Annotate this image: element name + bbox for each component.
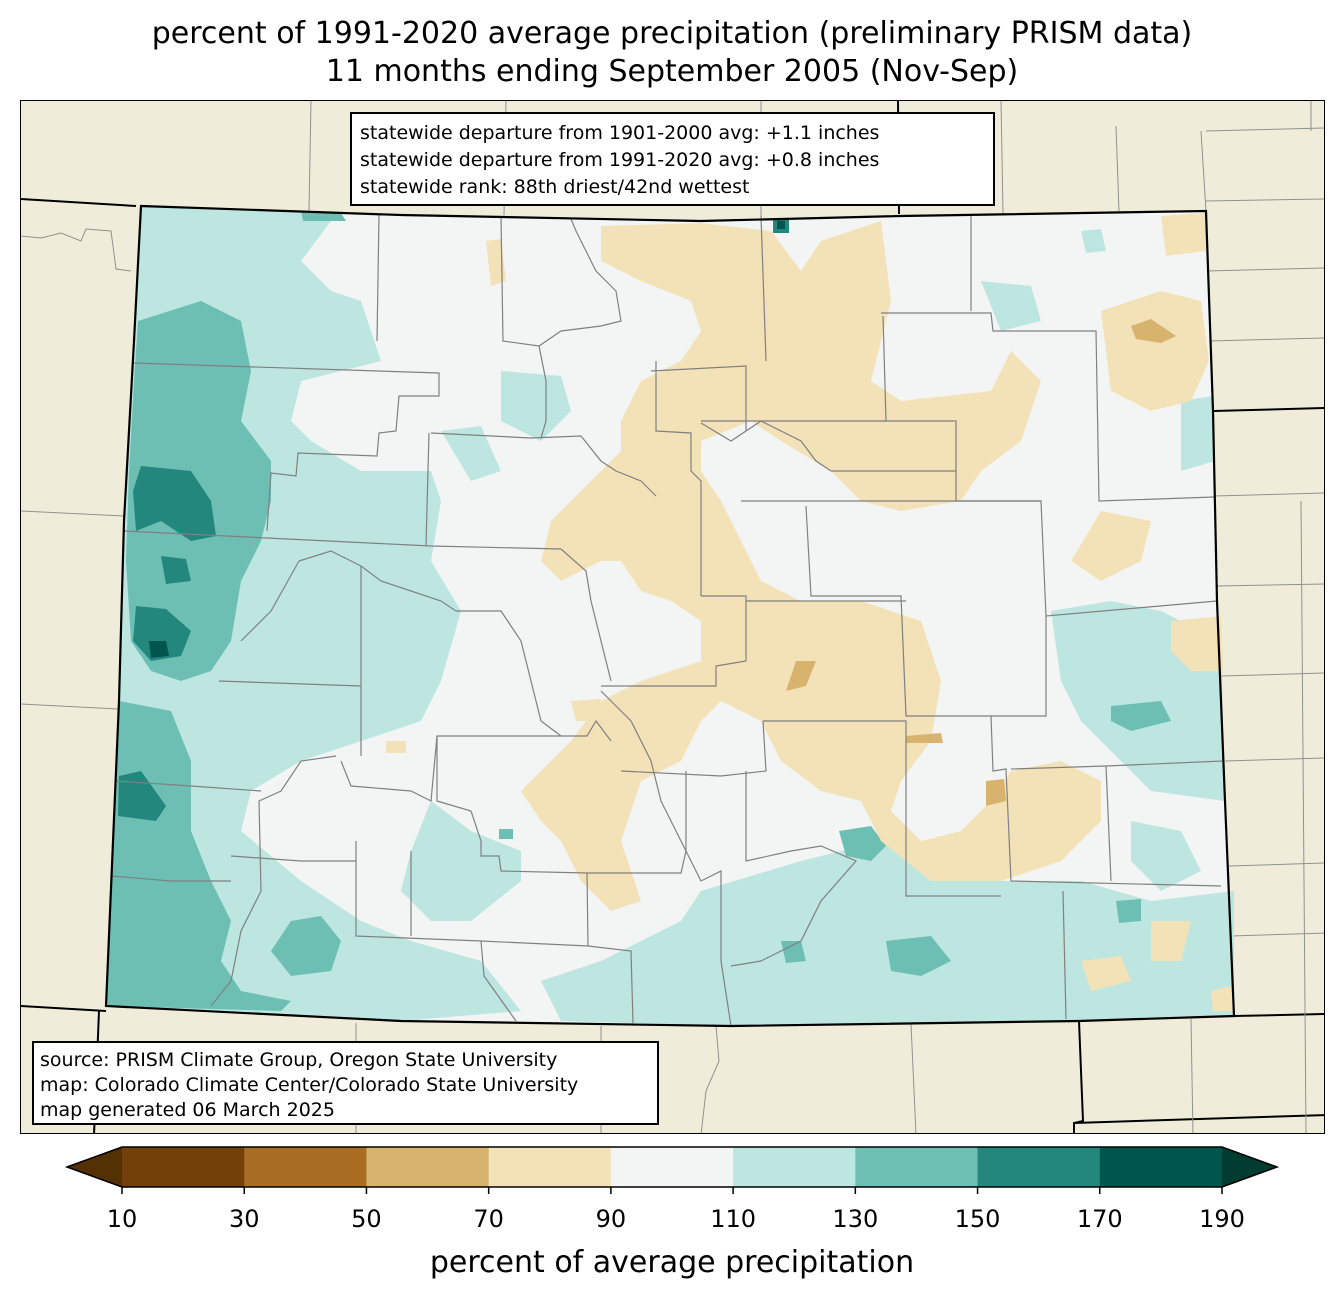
precipitation-map [21, 101, 1324, 1133]
source-box: source: PRISM Climate Group, Oregon Stat… [32, 1041, 659, 1125]
colorbar-outline [64, 1146, 1280, 1188]
map-frame [20, 100, 1325, 1134]
colorbar-bin [610, 1147, 734, 1187]
map-title-line-2: 11 months ending September 2005 (Nov-Sep… [325, 54, 1019, 89]
colorado-border [104, 204, 1236, 1028]
stats-rank: statewide rank: 88th driest/42nd wettest [360, 176, 750, 198]
generated-date-line: map generated 06 March 2025 [40, 1099, 335, 1121]
colorbar-bin [366, 1147, 490, 1187]
colorbar-bin [122, 1147, 245, 1187]
colorbar-bin [977, 1147, 1101, 1187]
stats-departure-1991-2020: statewide departure from 1991-2020 avg: … [360, 149, 880, 171]
colorbar-tick-marks [121, 1187, 1223, 1194]
colorbar-tick-label: 190 [1199, 1205, 1245, 1233]
map-title-line-1: percent of 1991-2020 average precipitati… [151, 16, 1193, 51]
stats-departure-1901-2000: statewide departure from 1901-2000 avg: … [360, 122, 880, 144]
colorbar-bin [855, 1147, 979, 1187]
colorbar-tick-label: 130 [832, 1205, 879, 1233]
colorbar-bin [1099, 1147, 1223, 1187]
colorbar-tick-label: 150 [954, 1205, 1001, 1233]
colorbar-bin [733, 1147, 856, 1187]
colorbar-bin [488, 1147, 612, 1187]
colorbar-tick-label: 50 [351, 1205, 382, 1233]
colorbar-tick-label: 170 [1076, 1205, 1123, 1233]
county-lines [110, 214, 1224, 1027]
colorbar-tick-label: 10 [106, 1205, 138, 1233]
dry-50-70-zones [786, 319, 1176, 806]
colorbar-tick-label: 30 [228, 1205, 260, 1233]
colorbar-over-arrow [1222, 1147, 1277, 1187]
wet-170-190-zones [149, 221, 785, 658]
colorbar-bins [122, 1147, 1223, 1187]
statewide-stats-box: statewide departure from 1901-2000 avg: … [350, 112, 995, 206]
colorbar-tick-label: 90 [595, 1205, 627, 1233]
colorbar-under-arrow [67, 1147, 122, 1187]
colorbar-label: percent of average precipitation [429, 1245, 915, 1280]
colorbar-tick-label: 110 [710, 1205, 757, 1233]
wet-150-170-zones [118, 219, 789, 821]
map-credit-line: map: Colorado Climate Center/Colorado St… [40, 1074, 579, 1096]
colorbar [64, 1146, 1280, 1194]
colorbar-bin [244, 1147, 367, 1187]
source-line: source: PRISM Climate Group, Oregon Stat… [40, 1049, 558, 1071]
colorbar-tick-label: 70 [473, 1205, 504, 1233]
dry-70-90-zones [386, 213, 1234, 1011]
